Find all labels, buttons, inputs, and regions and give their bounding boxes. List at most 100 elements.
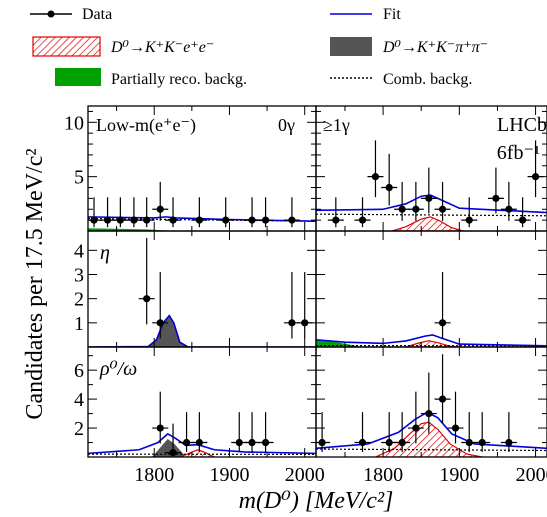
row-label-rho-omega: ρ⁰/ω <box>99 358 137 380</box>
y-tick-label: 1 <box>74 313 84 335</box>
data-point <box>500 412 517 452</box>
data-point-marker <box>478 438 486 447</box>
experiment-label: LHCb <box>497 114 547 136</box>
data-point <box>420 372 437 434</box>
data-point-marker <box>248 216 256 224</box>
data-point <box>367 140 384 198</box>
legend-peaking-swatch <box>330 37 372 56</box>
legend-signal-entry: D⁰→K⁺K⁻e⁺e⁻ <box>32 36 214 57</box>
data-point-marker <box>130 216 138 224</box>
panel-plot-area <box>88 391 316 457</box>
column-label-1gamma: ≥1γ <box>323 115 350 135</box>
legend-peaking-entry: D⁰→K⁺K⁻π⁺π⁻ <box>330 37 488 56</box>
data-point <box>191 412 208 452</box>
panel-plot-area <box>316 354 547 457</box>
data-point <box>165 423 182 457</box>
fit-curve <box>316 334 547 347</box>
data-point-marker <box>318 438 326 447</box>
panel-r0-c0 <box>87 105 317 232</box>
data-point-marker <box>182 438 191 447</box>
legend-comb-entry: Comb. backg. <box>330 71 472 88</box>
data-point <box>244 197 261 228</box>
data-point <box>434 354 451 423</box>
data-point-marker <box>425 194 433 202</box>
data-point-marker <box>195 216 203 224</box>
panel-plot-area <box>316 272 547 347</box>
data-point-marker <box>531 173 540 181</box>
data-point <box>394 181 411 221</box>
y-tick-label: 2 <box>74 289 84 311</box>
data-point-marker <box>519 216 527 224</box>
legend-data-entry: Data <box>30 6 112 23</box>
data-point-marker <box>465 438 473 447</box>
data-point-marker <box>385 438 393 447</box>
data-point <box>257 197 274 228</box>
x-tick-label: 2000 <box>285 464 325 486</box>
data-point <box>296 272 313 339</box>
panel-frame <box>315 230 547 348</box>
data-point-marker <box>438 395 447 403</box>
fit-curve <box>88 314 316 347</box>
panel-plot-area <box>88 181 316 231</box>
data-point <box>125 197 142 228</box>
row-label-eta: η <box>100 242 110 264</box>
data-point-marker <box>143 295 151 303</box>
comb-background-line <box>316 213 547 217</box>
data-point-marker <box>465 216 473 224</box>
data-point-marker <box>398 205 406 213</box>
y-tick-label: 6 <box>74 360 84 382</box>
legend-peaking-label: D⁰→K⁺K⁻π⁺π⁻ <box>382 39 488 56</box>
data-point-marker <box>301 319 309 327</box>
legend-fit-entry: Fit <box>330 6 401 23</box>
data-point <box>434 181 451 221</box>
data-point-marker <box>195 438 203 447</box>
data-point-marker <box>169 216 177 224</box>
data-point <box>152 391 169 444</box>
data-point-marker <box>248 438 256 447</box>
data-point-marker <box>169 449 177 457</box>
data-point <box>500 181 517 221</box>
data-point <box>191 197 208 228</box>
y-tick-label: 2 <box>74 418 84 440</box>
data-point <box>474 412 491 452</box>
data-point-marker <box>438 205 447 213</box>
data-point <box>244 412 261 452</box>
data-point <box>327 197 344 228</box>
panel-frame <box>315 346 547 458</box>
data-point <box>407 181 424 221</box>
y-axis-title: Candidates per 17.5 MeV/c² <box>22 148 48 419</box>
data-point-marker <box>156 205 164 213</box>
y-tick-label: 4 <box>74 240 84 262</box>
y-tick-label: 10 <box>64 112 84 134</box>
signal-component-area <box>180 449 215 457</box>
data-point-marker <box>358 216 367 224</box>
data-point <box>99 197 116 228</box>
data-point <box>152 181 169 221</box>
data-point <box>152 272 169 339</box>
data-point <box>138 197 155 228</box>
panel-r2-c1 <box>315 346 547 458</box>
data-point-marker <box>332 216 340 224</box>
x-tick-label: 1900 <box>439 464 479 486</box>
row-label-low-mee: Low-m(e⁺e⁻) <box>96 115 196 136</box>
data-point <box>487 167 504 214</box>
column-label-0gamma: 0γ <box>278 115 295 135</box>
data-point-marker <box>492 194 500 202</box>
data-point <box>461 197 478 228</box>
data-point-marker <box>425 409 433 418</box>
legend: Data Fit D⁰→K⁺K⁻e⁺e⁻ D⁰→K⁺K⁻π⁺π⁻ Partial… <box>30 6 488 88</box>
data-point <box>283 197 300 228</box>
data-point-marker <box>261 216 270 224</box>
x-tick-label: 1800 <box>134 464 174 486</box>
data-point <box>178 412 195 452</box>
legend-data-marker <box>47 10 55 18</box>
data-point <box>461 412 478 452</box>
data-point <box>434 272 451 339</box>
legend-comb-label: Comb. backg. <box>383 71 472 88</box>
data-point <box>514 197 531 228</box>
data-point-marker <box>371 173 380 181</box>
data-point-marker <box>90 216 98 224</box>
peaking-background-area <box>149 315 190 347</box>
data-point-marker <box>222 216 230 224</box>
